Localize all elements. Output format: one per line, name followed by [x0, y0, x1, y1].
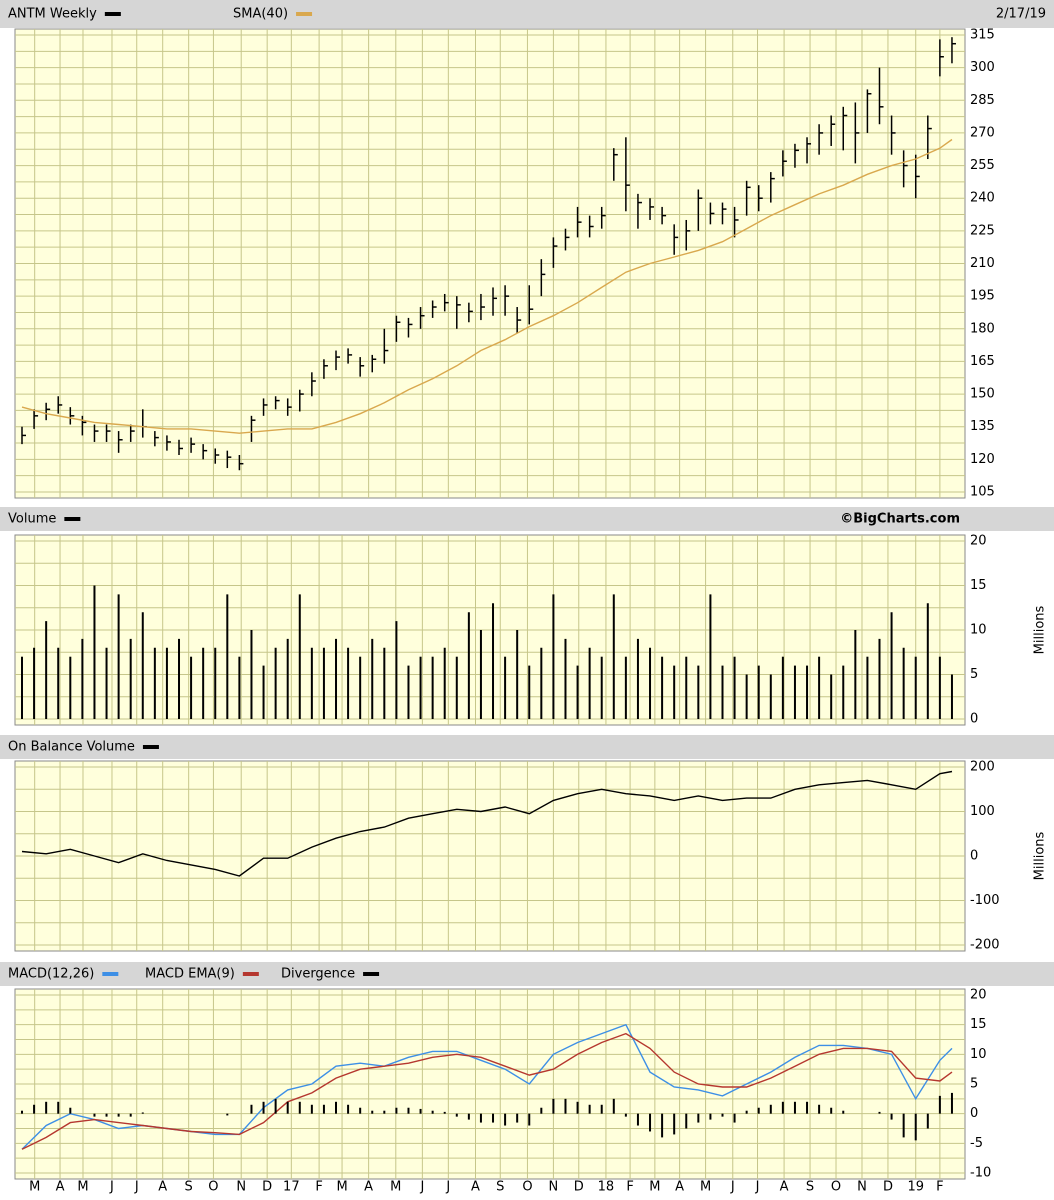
x-tick-label: F	[315, 1180, 322, 1195]
date-label: 2/17/19	[996, 7, 1046, 22]
x-tick-label: O	[831, 1180, 841, 1195]
x-tick-label: J	[755, 1180, 760, 1195]
y-tick-label: 120	[970, 452, 995, 467]
x-tick-label: S	[806, 1180, 814, 1195]
x-tick-label: S	[185, 1180, 193, 1195]
panel-header	[0, 507, 1054, 531]
y-tick-label: 315	[970, 28, 995, 43]
y-tick-label: 180	[970, 321, 995, 336]
x-tick-label: M	[29, 1180, 40, 1195]
y-axis-label: Millions	[1033, 831, 1048, 880]
x-tick-label: S	[496, 1180, 504, 1195]
x-tick-label: J	[109, 1180, 114, 1195]
legend-label: MACD EMA(9)	[145, 967, 235, 982]
legend-label: Volume	[8, 512, 56, 527]
y-tick-label: 10	[970, 1047, 987, 1062]
x-tick-label: D	[262, 1180, 272, 1195]
y-tick-label: 0	[970, 849, 978, 864]
legend-label: SMA(40)	[233, 7, 288, 22]
y-tick-label: 300	[970, 60, 995, 75]
y-tick-label: 100	[970, 804, 995, 819]
x-tick-label: M	[336, 1180, 347, 1195]
y-tick-label: 10	[970, 623, 987, 638]
y-tick-label: 195	[970, 289, 995, 304]
y-tick-label: 5	[970, 667, 978, 682]
x-tick-label: M	[390, 1180, 401, 1195]
x-tick-label: A	[675, 1180, 684, 1195]
x-tick-label: M	[77, 1180, 88, 1195]
x-tick-label: A	[780, 1180, 789, 1195]
y-tick-label: 20	[970, 988, 987, 1003]
y-tick-label: 15	[970, 1017, 987, 1032]
y-tick-label: 5	[970, 1077, 978, 1092]
source-label: ©BigCharts.com	[840, 512, 960, 527]
y-tick-label: 0	[970, 1106, 978, 1121]
x-tick-label: A	[471, 1180, 480, 1195]
x-tick-label: A	[56, 1180, 65, 1195]
x-tick-label: N	[857, 1180, 867, 1195]
y-tick-label: 150	[970, 387, 995, 402]
x-tick-label: F	[936, 1180, 943, 1195]
x-tick-label: A	[158, 1180, 167, 1195]
x-tick-label: 19	[907, 1180, 924, 1195]
panel-header	[0, 0, 1054, 28]
y-tick-label: 135	[970, 419, 995, 434]
x-tick-label: N	[236, 1180, 246, 1195]
y-tick-label: 240	[970, 191, 995, 206]
y-tick-label: 20	[970, 534, 987, 549]
legend-label: Divergence	[281, 967, 355, 982]
y-tick-label: 255	[970, 158, 995, 173]
x-tick-label: M	[649, 1180, 660, 1195]
x-tick-label: J	[730, 1180, 735, 1195]
x-tick-label: D	[883, 1180, 893, 1195]
y-tick-label: 285	[970, 93, 995, 108]
legend-label: MACD(12,26)	[8, 967, 94, 982]
panel-header	[0, 735, 1054, 759]
y-tick-label: 210	[970, 256, 995, 271]
x-tick-label: 17	[283, 1180, 300, 1195]
legend-label: On Balance Volume	[8, 740, 135, 755]
x-tick-label: J	[445, 1180, 450, 1195]
x-tick-label: M	[700, 1180, 711, 1195]
y-tick-label: 15	[970, 578, 987, 593]
y-tick-label: 225	[970, 223, 995, 238]
x-tick-label: O	[522, 1180, 532, 1195]
line	[21, 1032, 953, 1150]
line	[21, 138, 953, 434]
x-tick-label: J	[134, 1180, 139, 1195]
y-tick-label: -10	[970, 1166, 991, 1181]
y-tick-label: -200	[970, 938, 1000, 953]
y-tick-label: -100	[970, 893, 1000, 908]
y-axis-label: Millions	[1033, 605, 1048, 654]
y-tick-label: 105	[970, 485, 995, 500]
x-tick-label: N	[549, 1180, 559, 1195]
x-tick-label: O	[208, 1180, 218, 1195]
x-tick-label: F	[626, 1180, 633, 1195]
y-tick-label: 165	[970, 354, 995, 369]
x-tick-label: 18	[598, 1180, 615, 1195]
x-tick-label: J	[419, 1180, 424, 1195]
x-tick-label: D	[574, 1180, 584, 1195]
legend-label: ANTM Weekly	[8, 7, 97, 22]
panel-header	[0, 962, 1054, 986]
x-tick-label: A	[364, 1180, 373, 1195]
y-tick-label: 200	[970, 760, 995, 775]
y-tick-label: 270	[970, 125, 995, 140]
y-tick-label: -5	[970, 1136, 983, 1151]
y-tick-label: 0	[970, 712, 978, 727]
line	[21, 770, 953, 877]
